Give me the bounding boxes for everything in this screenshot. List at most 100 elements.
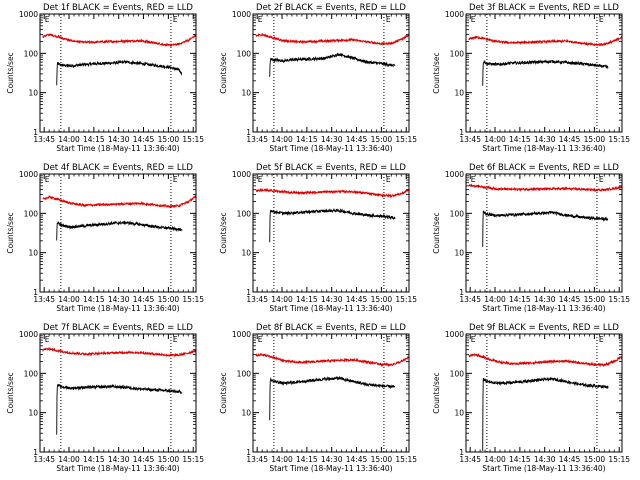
event-marker-1: E (471, 15, 476, 24)
x-tick-label: 14:00 (58, 295, 80, 304)
y-tick-label: 10 (241, 89, 251, 98)
x-axis-label: Start Time (18-May-11 13:36:40) (482, 144, 605, 153)
series-line-lld (42, 194, 196, 209)
y-tick-label: 1000 (19, 10, 38, 19)
x-tick-label: 15:15 (608, 295, 630, 304)
chart-panel-4: Det 4f BLACK = Events, RED = LLD 1 10 100 10… (6, 163, 204, 313)
y-tick-label: 10 (454, 89, 464, 98)
x-tick-label: 14:15 (83, 295, 105, 304)
x-axis-label: Start Time (18-May-11 13:36:40) (269, 144, 392, 153)
event-marker-2: E (599, 15, 604, 24)
x-axis-label: Start Time (18-May-11 13:36:40) (56, 144, 179, 153)
y-tick-label: 1 (246, 128, 251, 137)
y-axis-label: Counts/sec (6, 372, 15, 413)
x-tick-label: 13:45 (246, 455, 268, 464)
y-tick-label: 1 (33, 448, 38, 457)
y-tick-label: 100 (24, 49, 39, 58)
x-tick-label: 14:45 (346, 295, 368, 304)
y-axis-label: Counts/sec (219, 372, 228, 413)
plot-frame (465, 333, 623, 453)
y-tick-label: 1000 (19, 330, 38, 339)
chart-panel-1: Det 1f BLACK = Events, RED = LLD 1 10 100 10… (6, 3, 204, 153)
x-tick-label: 14:15 (509, 455, 531, 464)
y-axis-label: Counts/sec (432, 52, 441, 93)
series-line-events (56, 220, 183, 241)
event-marker-1: E (258, 175, 263, 184)
plot-frame (252, 333, 410, 453)
y-tick-label: 1000 (232, 170, 251, 179)
event-marker-1: E (258, 15, 263, 24)
x-tick-label: 14:00 (271, 135, 293, 144)
x-tick-label: 15:15 (395, 455, 417, 464)
x-tick-label: 13:45 (246, 135, 268, 144)
plot-frame (465, 173, 623, 293)
x-tick-label: 15:00 (371, 135, 393, 144)
x-tick-label: 14:30 (534, 135, 556, 144)
plot-frame (252, 173, 410, 293)
chart-title: Det 1f BLACK = Events, RED = LLD (43, 3, 193, 13)
x-tick-label: 14:00 (271, 455, 293, 464)
x-tick-label: 14:45 (133, 295, 155, 304)
event-marker-2: E (173, 15, 178, 24)
x-axis-label: Start Time (18-May-11 13:36:40) (482, 464, 605, 473)
x-tick-label: 14:30 (534, 295, 556, 304)
x-tick-label: 14:45 (133, 455, 155, 464)
chart-title: Det 5f BLACK = Events, RED = LLD (256, 163, 406, 173)
event-marker-2: E (173, 335, 178, 344)
x-axis-label: Start Time (18-May-11 13:36:40) (56, 464, 179, 473)
plot-frame (39, 333, 197, 453)
chart-panel-7: Det 7f BLACK = Events, RED = LLD 1 10 100 10… (6, 323, 204, 473)
y-tick-label: 1000 (232, 330, 251, 339)
chart-title: Det 8f BLACK = Events, RED = LLD (256, 323, 406, 333)
x-tick-label: 14:30 (321, 455, 343, 464)
chart-title: Det 2f BLACK = Events, RED = LLD (256, 3, 406, 13)
series-line-events (269, 207, 396, 243)
y-axis-label: Counts/sec (432, 372, 441, 413)
x-tick-label: 14:45 (133, 135, 155, 144)
y-axis-label: Counts/sec (6, 52, 15, 93)
y-tick-label: 10 (454, 249, 464, 258)
x-tick-label: 14:15 (296, 295, 318, 304)
x-tick-label: 15:00 (158, 135, 180, 144)
y-tick-label: 10 (28, 89, 38, 98)
y-tick-label: 100 (237, 49, 252, 58)
y-tick-label: 100 (24, 209, 39, 218)
y-tick-label: 1000 (232, 10, 251, 19)
x-tick-label: 15:00 (584, 135, 606, 144)
series-line-lld (42, 33, 196, 48)
y-tick-label: 10 (241, 249, 251, 258)
x-tick-label: 14:45 (346, 135, 368, 144)
series-line-lld (42, 347, 196, 358)
y-tick-label: 100 (450, 209, 465, 218)
chart-panel-2: Det 2f BLACK = Events, RED = LLD 1 10 100 10… (219, 3, 417, 153)
x-tick-label: 14:30 (108, 295, 130, 304)
x-tick-label: 14:15 (83, 455, 105, 464)
x-tick-label: 15:15 (182, 455, 204, 464)
chart-title: Det 4f BLACK = Events, RED = LLD (43, 163, 193, 173)
y-tick-label: 10 (454, 409, 464, 418)
x-axis-label: Start Time (18-May-11 13:36:40) (56, 304, 179, 313)
event-marker-2: E (386, 335, 391, 344)
y-tick-label: 1 (33, 288, 38, 297)
event-marker-2: E (386, 175, 391, 184)
y-tick-label: 10 (241, 409, 251, 418)
plot-frame (39, 173, 197, 293)
y-tick-label: 100 (237, 209, 252, 218)
x-tick-label: 14:00 (484, 455, 506, 464)
y-tick-label: 1 (246, 448, 251, 457)
y-tick-label: 1 (459, 448, 464, 457)
x-tick-label: 13:45 (459, 455, 481, 464)
x-tick-label: 15:15 (395, 135, 417, 144)
y-tick-label: 10 (28, 249, 38, 258)
event-marker-1: E (45, 335, 50, 344)
x-tick-label: 13:45 (459, 295, 481, 304)
event-marker-2: E (173, 175, 178, 184)
y-tick-label: 10 (28, 409, 38, 418)
y-axis-label: Counts/sec (432, 212, 441, 253)
x-tick-label: 14:45 (559, 295, 581, 304)
series-line-events (56, 383, 183, 435)
series-line-lld (255, 352, 409, 368)
x-tick-label: 13:45 (33, 295, 55, 304)
x-tick-label: 15:00 (584, 455, 606, 464)
